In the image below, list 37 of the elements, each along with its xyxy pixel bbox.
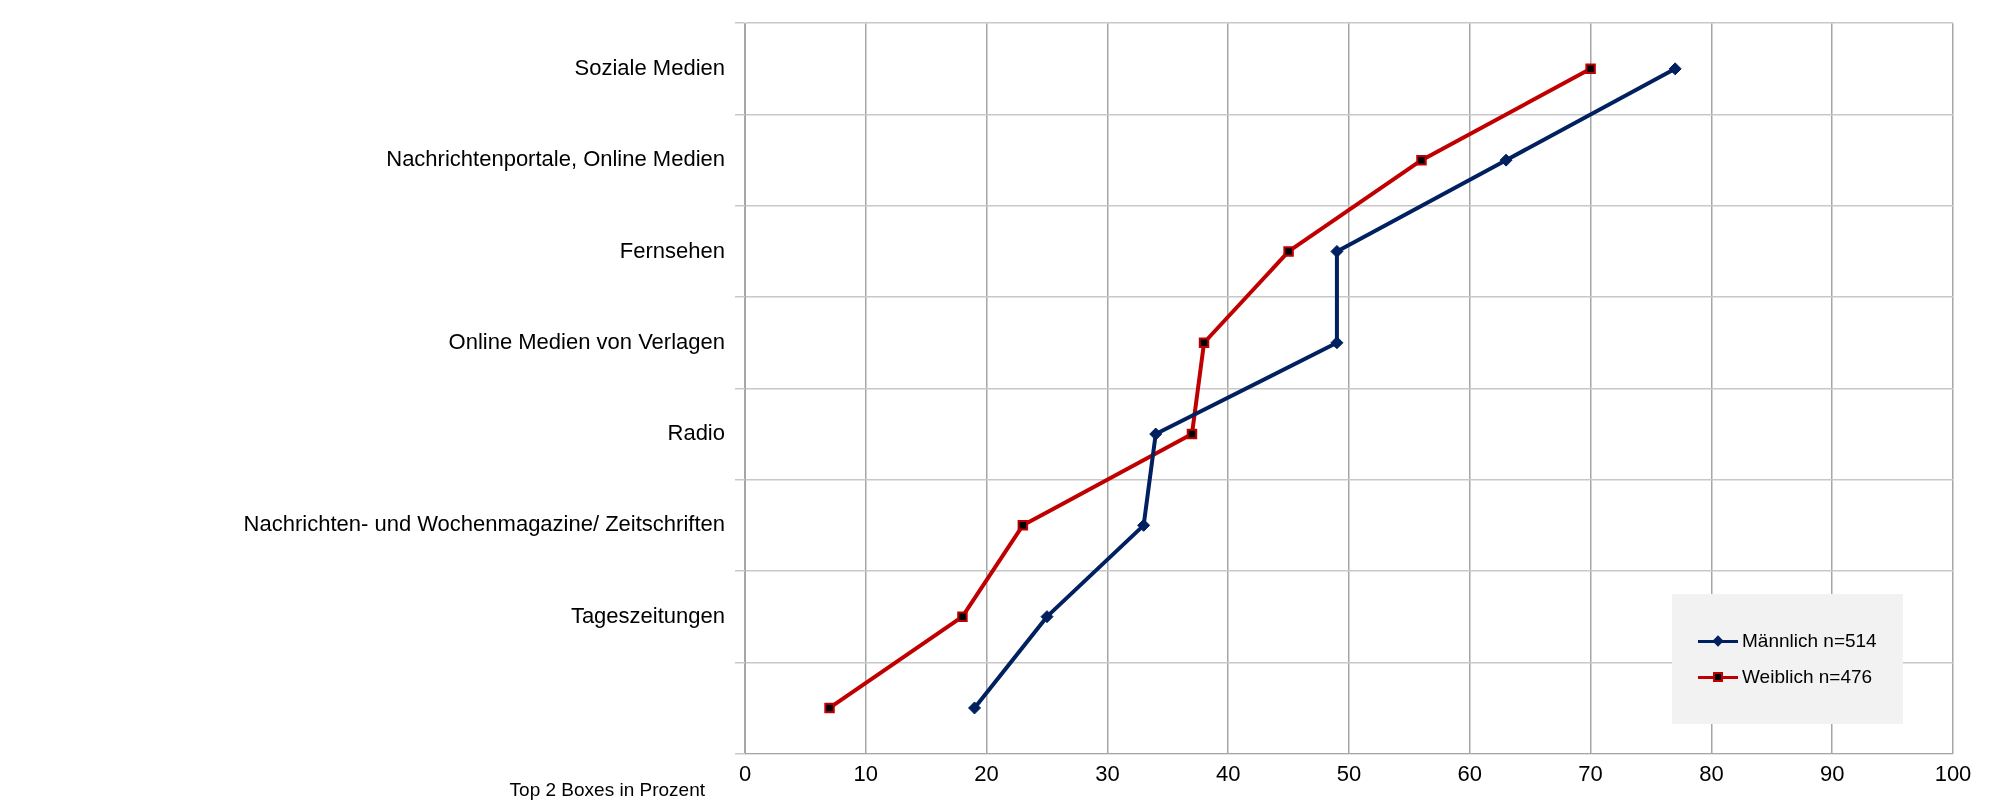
y-tick-label: Tageszeitungen [570, 602, 725, 628]
legend-label: Männlich n=514 [1742, 629, 1877, 652]
x-tick-label: 30 [1095, 760, 1120, 786]
point [1668, 62, 1682, 76]
x-tick-label: 60 [1457, 760, 1483, 786]
x-tick-label: 50 [1336, 760, 1362, 786]
y-tick-label: Nachrichten- und Wochenmagazine/ Zeitschriften [243, 511, 725, 537]
point [824, 702, 835, 714]
point [957, 611, 968, 622]
x-tick-label: 40 [1215, 760, 1241, 786]
legend-label: Weiblich n=476 [1742, 665, 1873, 688]
x-tick-label: 80 [1699, 760, 1724, 786]
point [1330, 244, 1344, 258]
x-axis-title: Top 2 Boxes in Prozent [509, 778, 706, 800]
x-tick-label: 20 [974, 760, 999, 786]
x-tick-label: 0 [738, 760, 752, 786]
point [1149, 427, 1163, 441]
point [1137, 518, 1151, 532]
point [1416, 154, 1427, 166]
x-tick-label: 100 [1934, 760, 1972, 786]
y-tick-label: Fernsehen [619, 237, 725, 263]
point [1585, 63, 1596, 75]
point [1186, 428, 1198, 440]
point [1283, 246, 1294, 257]
point [1330, 336, 1344, 350]
point [1040, 610, 1054, 624]
y-tick-label: Soziale Medien [574, 54, 725, 80]
x-tick-label: 10 [853, 760, 879, 786]
point [1017, 520, 1029, 531]
point [968, 701, 982, 715]
x-tick-label: 90 [1819, 760, 1845, 786]
x-tick-label: 70 [1578, 760, 1603, 786]
point [1499, 153, 1513, 167]
point [1198, 337, 1210, 348]
y-tick-label: Nachrichtenportale, Online Medien [386, 146, 725, 172]
y-tick-label: Online Medien von Verlagen [448, 328, 725, 354]
y-tick-label: Radio [667, 420, 725, 446]
